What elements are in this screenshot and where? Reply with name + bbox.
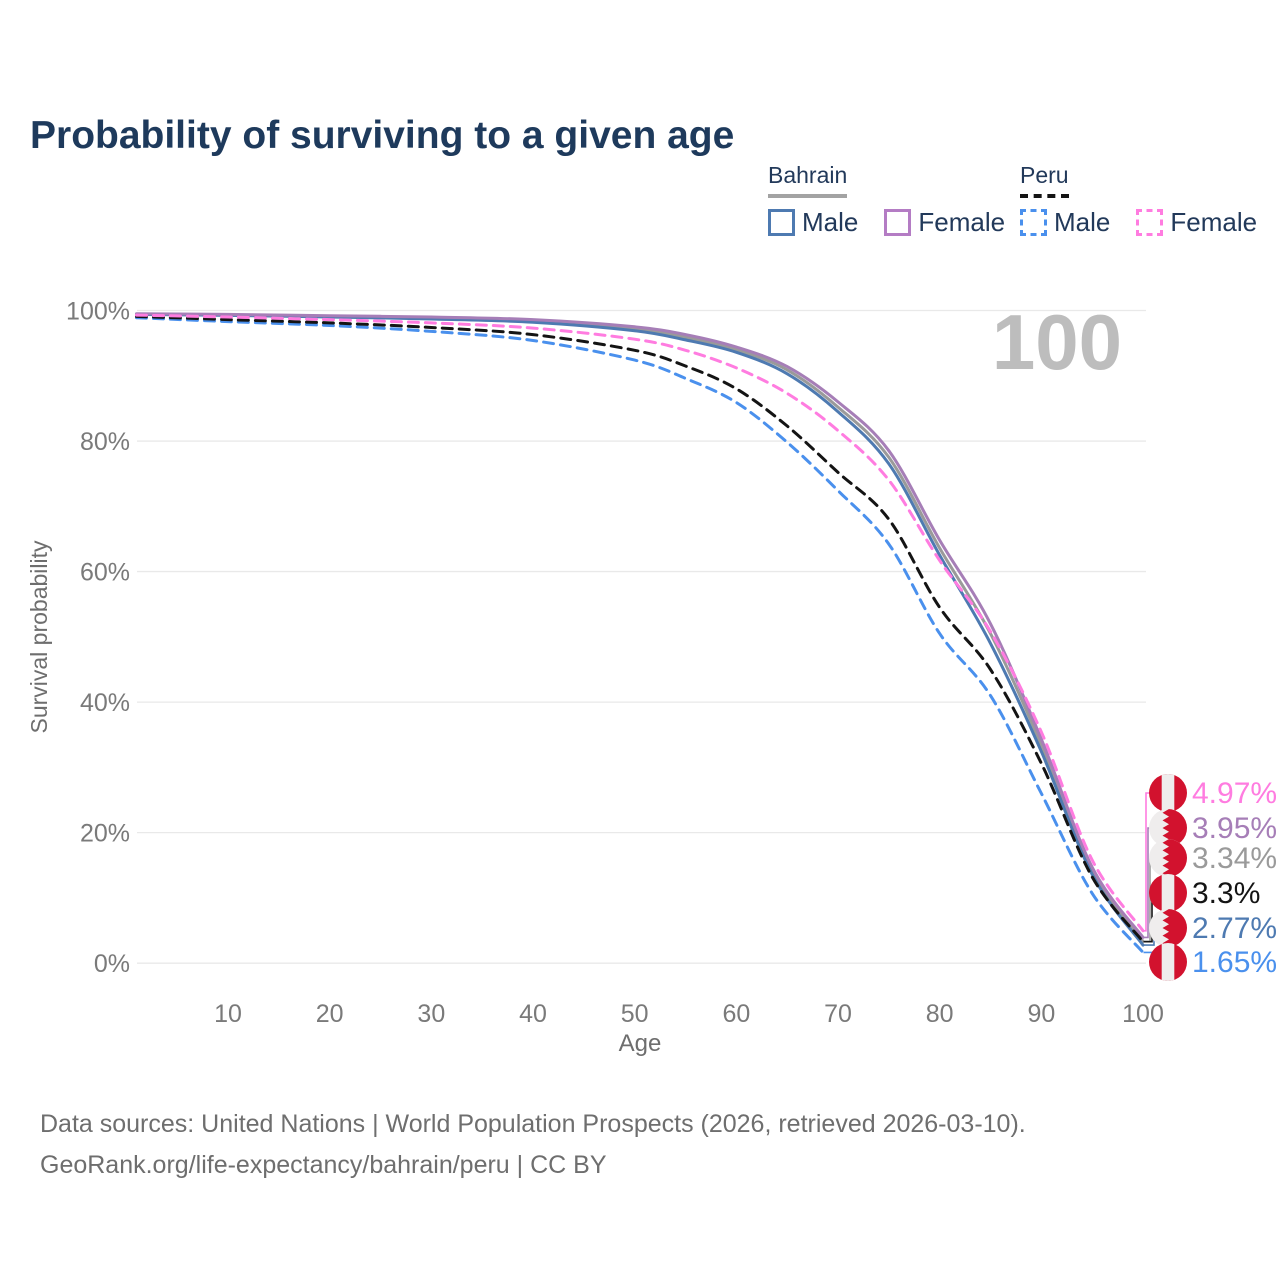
x-tick-label: 60: [722, 1000, 750, 1028]
legend-country-peru[interactable]: Peru: [1020, 162, 1069, 198]
series-line-bahrain-female: [135, 312, 1145, 939]
x-tick-label: 70: [824, 1000, 852, 1028]
footer: Data sources: United Nations | World Pop…: [40, 1104, 1026, 1186]
legend-group-peru: Peru Male Female: [1020, 162, 1257, 238]
peru-flag-icon: [1149, 874, 1187, 912]
bahrain-female-swatch-icon: [884, 209, 912, 236]
bahrain-flag-icon: [1149, 839, 1187, 877]
legend-item-bahrain-female[interactable]: Female: [884, 207, 1005, 238]
y-axis-label: Survival probability: [26, 540, 52, 734]
x-axis-label: Age: [619, 1030, 662, 1057]
x-tick-label: 100: [1122, 1000, 1164, 1028]
y-tick-label: 0%: [94, 950, 130, 978]
peru-male-swatch-icon: [1020, 209, 1047, 236]
x-tick-label: 50: [621, 1000, 649, 1028]
end-label-connector: [1143, 792, 1150, 932]
footer-sources: Data sources: United Nations | World Pop…: [40, 1110, 1026, 1138]
end-label-value: 2.77%: [1192, 912, 1277, 945]
peru-flag-icon: [1149, 774, 1187, 812]
series-line-peru-female: [135, 313, 1145, 933]
bahrain-male-swatch-icon: [768, 209, 795, 236]
peru-flag-icon: [1149, 943, 1187, 981]
x-tick-label: 40: [519, 1000, 547, 1028]
x-tick-label: 30: [417, 1000, 445, 1028]
end-label-value: 3.34%: [1192, 842, 1277, 875]
series-line-peru: [135, 314, 1145, 944]
series-line-peru-male: [135, 316, 1145, 954]
legend-items-bahrain: Male Female: [768, 207, 1005, 238]
legend-item-peru-female[interactable]: Female: [1136, 207, 1257, 238]
y-tick-label: 100%: [66, 298, 130, 326]
x-tick-label: 80: [926, 1000, 954, 1028]
end-label-value: 3.3%: [1192, 877, 1260, 910]
y-tick-label: 80%: [80, 428, 130, 456]
legend-group-bahrain: Bahrain Male Female: [768, 162, 1005, 238]
y-tick-label: 20%: [80, 820, 130, 848]
legend-item-bahrain-male[interactable]: Male: [768, 207, 858, 238]
end-label-value: 3.95%: [1192, 812, 1277, 845]
end-label-value: 4.97%: [1192, 777, 1277, 810]
x-tick-label: 20: [316, 1000, 344, 1028]
x-tick-label: 10: [214, 1000, 242, 1028]
legend-item-peru-male[interactable]: Male: [1020, 207, 1110, 238]
y-tick-label: 40%: [80, 689, 130, 717]
legend-label: Male: [802, 207, 859, 237]
footer-attribution: GeoRank.org/life-expectancy/bahrain/peru…: [40, 1151, 607, 1179]
legend-country-bahrain[interactable]: Bahrain: [768, 162, 848, 198]
legend-items-peru: Male Female: [1020, 207, 1257, 238]
legend-label: Female: [1170, 207, 1258, 237]
y-tick-label: 60%: [80, 559, 130, 587]
peru-female-swatch-icon: [1136, 209, 1164, 236]
legend-label: Female: [918, 207, 1006, 237]
bahrain-flag-icon: [1149, 909, 1187, 947]
age-watermark: 100: [992, 298, 1122, 386]
page-title: Probability of surviving to a given age: [30, 114, 735, 158]
x-tick-label: 90: [1027, 1000, 1055, 1028]
legend-label: Male: [1054, 207, 1111, 237]
end-label-value: 1.65%: [1192, 946, 1277, 979]
